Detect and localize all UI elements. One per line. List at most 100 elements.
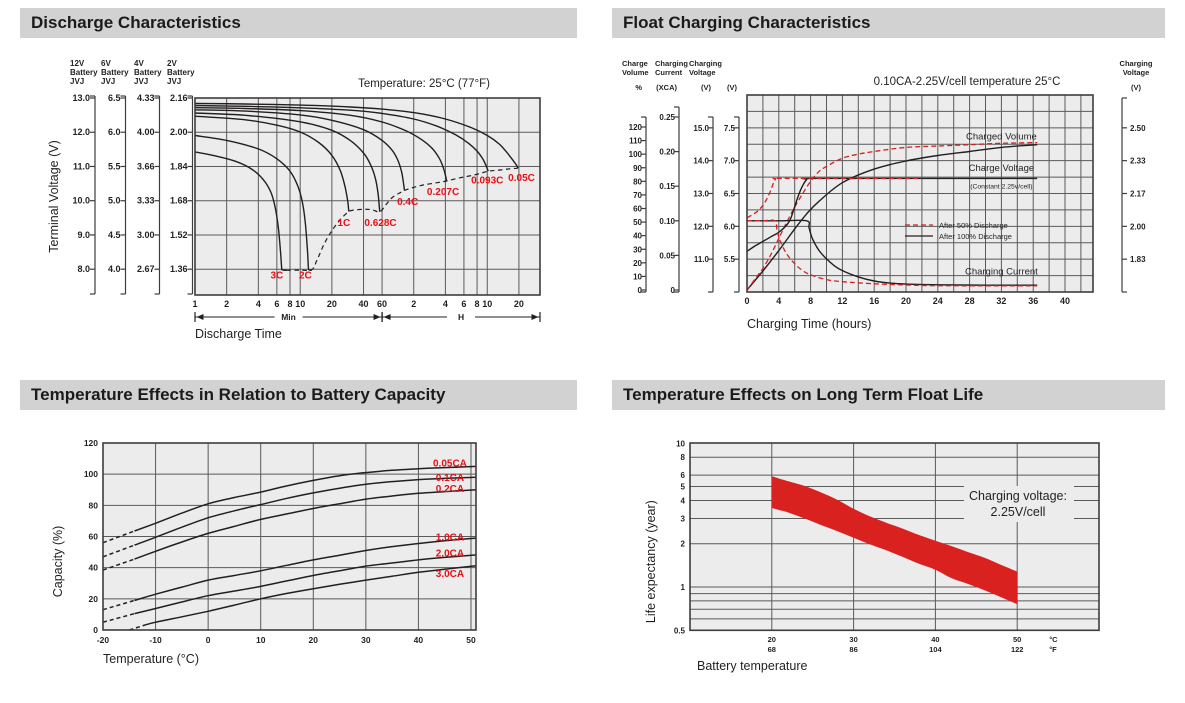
- x-tick: 6: [274, 299, 279, 309]
- x-tick: 1: [192, 299, 197, 309]
- series-charging_current_50: [747, 219, 1038, 287]
- plot-border: [746, 94, 1094, 293]
- scale-value: 1.83: [1130, 255, 1146, 264]
- rate-label-2C: 2C: [299, 271, 312, 282]
- arrowhead: [531, 314, 539, 320]
- scale-value: 4.0: [108, 264, 121, 274]
- y-tick: 80: [89, 500, 99, 510]
- scale-unit: (V): [727, 83, 738, 92]
- x-tick: 20: [327, 299, 337, 309]
- temperature-annotation: Temperature: 25°C (77°F): [358, 78, 490, 90]
- x-tick-fahrenheit: 68: [768, 645, 776, 654]
- x-tick: 28: [965, 296, 975, 306]
- plot-border: [194, 97, 541, 296]
- scale-header: 2V: [167, 59, 177, 68]
- x-tick: 0: [744, 296, 749, 306]
- discharge-curve-0.628C: [194, 112, 381, 212]
- y-tick: 1: [681, 583, 686, 592]
- scale-value: 3.00: [137, 230, 155, 240]
- capacity-curve-dashed-0.2CA: [102, 558, 135, 571]
- scale-value: 120: [629, 123, 643, 132]
- rate-label-0.207C: 0.207C: [427, 187, 459, 198]
- x-tick-fahrenheit: 122: [1011, 645, 1024, 654]
- rate-label-0.05C: 0.05C: [508, 173, 535, 184]
- capacity-curve-dashed-0.05CA: [102, 530, 135, 544]
- capacity-curve-dashed-2.0CA: [102, 612, 135, 623]
- y-axis-title: Life expectancy (year): [644, 500, 658, 623]
- capacity-curve-dashed-0.1CA: [102, 544, 135, 558]
- x-tick-fahrenheit: 86: [849, 645, 857, 654]
- x-axis-title: Temperature (°C): [103, 652, 199, 666]
- scale-value: 15.0: [693, 124, 709, 133]
- range-unit-label: H: [458, 312, 464, 322]
- x-tick: 36: [1028, 296, 1038, 306]
- rate-label-0.628C: 0.628C: [364, 218, 396, 229]
- scale-header: 4V: [134, 59, 144, 68]
- y-tick: 4: [681, 496, 686, 505]
- scale-value: 10: [633, 272, 642, 281]
- curve-label: Charging Current: [965, 267, 1038, 278]
- scale-value: 6.5: [724, 190, 736, 199]
- range-unit-label: Min: [281, 312, 296, 322]
- x-tick: 10: [256, 635, 266, 645]
- scale-value: 12.0: [72, 127, 90, 137]
- x-tick: 40: [414, 635, 424, 645]
- scale-value: 4.00: [137, 127, 155, 137]
- discharge-characteristics-chart: 12VBatteryJVJ13.012.011.010.09.08.06VBat…: [47, 59, 541, 341]
- y-tick: 10: [676, 439, 685, 448]
- scale-value: 4.33: [137, 93, 155, 103]
- discharge-plot: 12VBatteryJVJ13.012.011.010.09.08.06VBat…: [47, 59, 541, 341]
- scale-header: Voltage: [1123, 68, 1150, 77]
- y-axis-title: Terminal Voltage (V): [47, 140, 61, 253]
- scale-header: JVJ: [70, 77, 84, 86]
- scale-value: 1.84: [170, 161, 188, 171]
- scale-value: 0.20: [659, 148, 675, 157]
- scale-value: 10.0: [72, 196, 90, 206]
- scale-value: 40: [633, 232, 642, 241]
- scale-value: 0: [638, 286, 643, 295]
- scale-value: 7.0: [724, 157, 736, 166]
- scale-value: 50: [633, 218, 642, 227]
- scale-header: 12V: [70, 59, 85, 68]
- scale-value: 0.15: [659, 182, 675, 191]
- scale-header: Charge: [622, 59, 648, 68]
- plot-background: [195, 98, 540, 295]
- x-tick: -20: [97, 635, 110, 645]
- celsius-unit: °C: [1049, 635, 1058, 644]
- x-tick: 40: [359, 299, 369, 309]
- scale-header: Battery: [167, 68, 195, 77]
- x-tick: 8: [475, 299, 480, 309]
- scale-header: Current: [655, 68, 683, 77]
- y-tick: 6: [681, 471, 686, 480]
- scale-header: Charging: [1120, 59, 1153, 68]
- x-tick: 16: [869, 296, 879, 306]
- scale-value: 100: [629, 150, 643, 159]
- discharge-curve-2C: [194, 134, 312, 271]
- scale-unit: %: [635, 83, 642, 92]
- x-tick: 32: [996, 296, 1006, 306]
- scale-value: 60: [633, 205, 642, 214]
- scale-value: 5.5: [108, 161, 121, 171]
- annotation-line2: 2.25V/cell: [991, 505, 1046, 519]
- fahrenheit-unit: °F: [1049, 645, 1057, 654]
- scale-value: 11.0: [73, 161, 90, 171]
- scale-value: 5.0: [108, 196, 121, 206]
- rate-label-0.4C: 0.4C: [397, 197, 418, 208]
- rate-label-3.0CA: 3.0CA: [436, 569, 464, 580]
- scale-value: 2.00: [170, 127, 188, 137]
- scale-value: 2.17: [1130, 190, 1146, 199]
- y-tick: 120: [84, 438, 98, 448]
- temperature-float-life-chart: Charging voltage:2.25V/cell1086543210.52…: [644, 439, 1100, 673]
- x-tick: 4: [256, 299, 261, 309]
- x-tick: 4: [443, 299, 448, 309]
- x-tick: 10: [295, 299, 305, 309]
- capacity-curve-1.0CA: [134, 537, 477, 602]
- x-axis-title: Discharge Time: [195, 327, 282, 341]
- curve-label: (Constant 2.25v/cell): [970, 184, 1032, 191]
- scale-header: JVJ: [101, 77, 115, 86]
- capacity-curve-2.0CA: [134, 554, 477, 615]
- x-tick: 30: [361, 635, 371, 645]
- scale-value: 20: [633, 259, 642, 268]
- capacity-curve-0.05CA: [134, 465, 477, 532]
